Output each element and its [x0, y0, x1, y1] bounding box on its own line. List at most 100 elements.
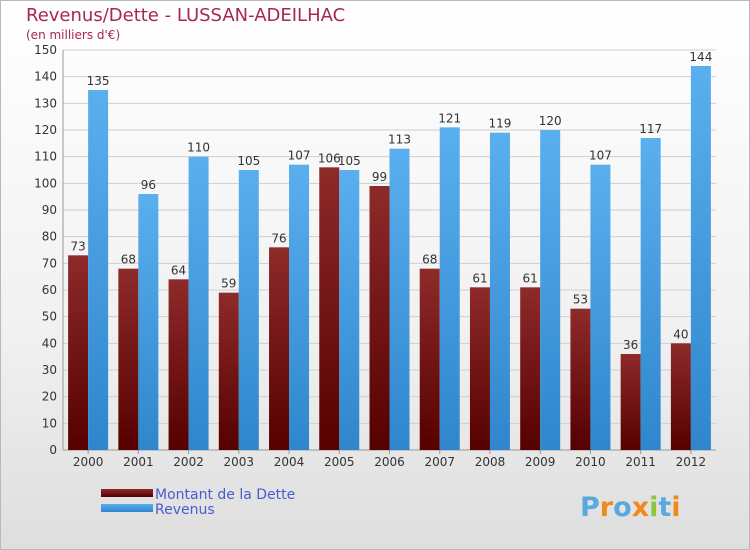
label-revenus-2003: 105	[237, 154, 260, 168]
bar-revenus-2001	[138, 194, 159, 450]
bar-revenus-2009	[540, 130, 561, 450]
y-axis-ticks: 0 10 20 30 40 50 60 70 80 90 100 110 120 130 140 150	[34, 43, 57, 457]
y-tick-label: 50	[42, 310, 57, 324]
bar-revenus-2012	[690, 66, 711, 450]
bar-revenus-2006	[389, 148, 410, 450]
label-revenus-2008: 119	[489, 117, 512, 131]
label-revenus-2012: 144	[689, 50, 712, 64]
bar-debt-2010	[570, 308, 591, 450]
legend-swatch-revenus	[101, 504, 153, 512]
logo-letter-1: P	[580, 492, 600, 523]
label-revenus-2006: 113	[388, 133, 411, 147]
x-tick-label-2009: 2009	[525, 455, 556, 469]
y-tick-label: 110	[34, 150, 57, 164]
bar-debt-2005	[319, 167, 340, 451]
legend: Montant de la Dette Revenus	[101, 487, 295, 518]
bar-debt-2002	[168, 279, 189, 450]
bar-revenus-2007	[439, 127, 460, 450]
x-tick-label-2005: 2005	[324, 455, 355, 469]
bar-debt-2000	[68, 255, 89, 450]
y-tick-label: 60	[42, 283, 57, 297]
bar-revenus-2004	[289, 164, 310, 450]
svg-text:Proxiti: Proxiti	[580, 492, 681, 523]
label-revenus-2009: 120	[539, 114, 562, 128]
x-tick-label-2000: 2000	[73, 455, 104, 469]
label-debt-2012: 40	[673, 327, 688, 341]
x-tick-label-2012: 2012	[676, 455, 707, 469]
bar-revenus-2010	[590, 164, 611, 450]
bar-debt-2009	[520, 287, 541, 450]
bar-debt-2008	[469, 287, 490, 450]
label-debt-2005: 106	[318, 151, 341, 165]
label-revenus-2010: 107	[589, 149, 612, 163]
bar-debt-2011	[620, 354, 641, 450]
logo-letter-6: t	[658, 492, 671, 523]
y-tick-label: 130	[34, 96, 57, 110]
y-tick-label: 30	[42, 363, 57, 377]
bar-revenus-2000	[88, 90, 109, 450]
x-tick-label-2003: 2003	[224, 455, 255, 469]
bar-revenus-2002	[188, 156, 209, 450]
label-debt-2009: 61	[523, 271, 538, 285]
label-debt-2008: 61	[472, 271, 487, 285]
chart-title: Revenus/Dette - LUSSAN-ADEILHAC	[26, 5, 345, 26]
label-debt-2001: 68	[121, 253, 136, 267]
y-tick-label: 70	[42, 256, 57, 270]
label-debt-2007: 68	[422, 253, 437, 267]
label-debt-2000: 73	[70, 239, 85, 253]
x-tick-label-2010: 2010	[575, 455, 606, 469]
label-revenus-2002: 110	[187, 141, 210, 155]
bar-debt-2004	[269, 247, 290, 450]
bar-revenus-2008	[489, 132, 510, 450]
legend-label-revenus: Revenus	[155, 502, 215, 518]
x-tick-label-2008: 2008	[475, 455, 506, 469]
legend-swatch-debt	[101, 489, 153, 497]
x-tick-label-2002: 2002	[173, 455, 204, 469]
label-revenus-2000: 135	[87, 74, 110, 88]
logo-letter-2: r	[600, 492, 614, 523]
label-debt-2011: 36	[623, 338, 638, 352]
logo-letter-3: o	[613, 492, 632, 523]
x-tick-label-2006: 2006	[374, 455, 405, 469]
y-tick-label: 100	[34, 176, 57, 190]
y-tick-label: 80	[42, 230, 57, 244]
y-tick-label: 20	[42, 390, 57, 404]
logo-letter-7: i	[671, 492, 680, 523]
label-revenus-2007: 121	[438, 111, 461, 125]
label-debt-2010: 53	[573, 293, 588, 307]
y-tick-label: 120	[34, 123, 57, 137]
label-debt-2003: 59	[221, 277, 236, 291]
legend-label-debt: Montant de la Dette	[155, 487, 295, 503]
bar-revenus-2011	[640, 138, 661, 450]
bar-debt-2006	[369, 186, 390, 450]
y-tick-label: 40	[42, 336, 57, 350]
label-revenus-2004: 107	[288, 149, 311, 163]
y-tick-label: 10	[42, 416, 57, 430]
bars	[68, 66, 711, 451]
bar-debt-2012	[670, 343, 691, 450]
x-tick-label-2001: 2001	[123, 455, 154, 469]
label-debt-2004: 76	[271, 231, 286, 245]
y-tick-label: 150	[34, 43, 57, 57]
y-tick-label: 0	[49, 443, 57, 457]
bar-revenus-2003	[238, 170, 259, 450]
y-tick-label: 90	[42, 203, 57, 217]
logo-letter-5: i	[649, 492, 658, 523]
x-tick-label-2011: 2011	[625, 455, 656, 469]
label-debt-2002: 64	[171, 263, 186, 277]
proxiti-logo: Proxiti	[580, 492, 681, 523]
label-revenus-2011: 117	[639, 122, 662, 136]
bar-debt-2007	[419, 268, 440, 450]
logo-letter-4: x	[632, 492, 649, 523]
bar-debt-2003	[218, 292, 239, 450]
label-revenus-2001: 96	[141, 178, 156, 192]
bar-revenus-2005	[339, 170, 360, 450]
label-debt-2006: 99	[372, 170, 387, 184]
chart-subtitle: (en milliers d'€)	[26, 28, 120, 42]
label-revenus-2005: 105	[338, 154, 361, 168]
bar-debt-2001	[118, 268, 139, 450]
x-tick-label-2007: 2007	[424, 455, 455, 469]
y-tick-label: 140	[34, 70, 57, 84]
